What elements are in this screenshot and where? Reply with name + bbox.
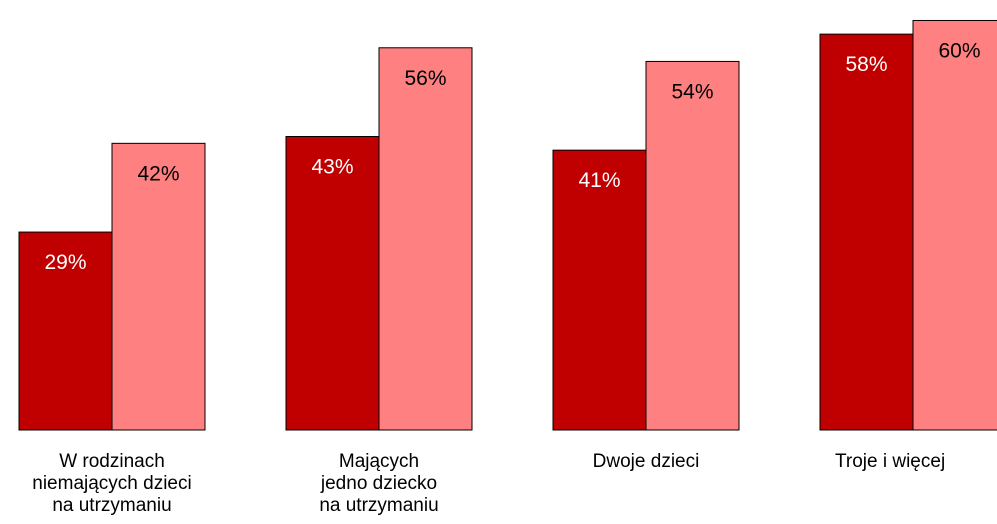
bar-s0-c2 [552,149,647,431]
bar-s1-c3 [912,19,997,431]
bar-s0-c3 [819,33,914,431]
bar-s1-c0 [111,142,206,431]
category-label-no-children: W rodzinach niemających dzieci na utrzym… [32,451,192,516]
data-label-s1-c1: 56% [404,67,446,90]
data-label-s1-c0: 42% [137,162,179,185]
bar-s0-c0 [18,231,113,431]
category-label-two-children: Dwoje dzieci [592,451,700,472]
data-label-s1-c2: 54% [671,80,713,103]
bars-layer [18,19,997,431]
bar-s0-c1 [285,136,380,431]
category-label-three-or-more: Troje i więcej [835,451,946,472]
data-label-s0-c0: 29% [44,251,86,274]
data-label-s0-c3: 58% [845,53,887,76]
category-label-one-child: Mających jedno dziecko na utrzymaniu [319,451,439,516]
data-label-s1-c3: 60% [938,39,980,62]
data-labels-layer: 29% 42% 43% 56% 41% 54% 58% 60% [44,39,980,274]
data-label-s0-c2: 41% [578,169,620,192]
data-label-s0-c1: 43% [311,156,353,179]
bar-s1-c2 [645,60,740,431]
bar-s1-c1 [378,47,473,431]
